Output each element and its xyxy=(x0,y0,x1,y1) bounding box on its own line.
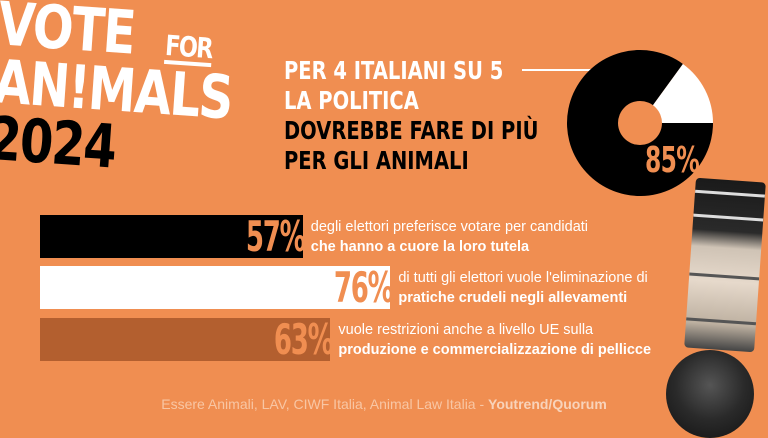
stat-description: vuole restrizioni anche a livello UE sul… xyxy=(338,320,651,360)
logo-year: 2024 xyxy=(0,103,118,183)
leader-line xyxy=(522,69,620,71)
stat-description-bold: produzione e commercializzazione di pell… xyxy=(338,342,652,358)
donut-chart xyxy=(567,49,713,197)
headline-line-3: DOVREBBE FARE DI PIÙ xyxy=(284,116,539,145)
donut-label: 85% xyxy=(645,140,700,181)
footer-sources-text: Essere Animali, LAV, CIWF Italia, Animal… xyxy=(161,396,489,412)
headline-line-1: PER 4 ITALIANI SU 5 xyxy=(284,56,504,85)
caged-hen-photo xyxy=(684,177,766,353)
stat-bar-0: 57% xyxy=(40,212,306,261)
donut-slice-1 xyxy=(640,63,713,123)
stat-bar-label: 63% xyxy=(273,315,334,364)
footer-credit: Youtrend/Quorum xyxy=(488,396,607,412)
stat-bar-1: 76% xyxy=(40,263,394,312)
stat-description-text: vuole restrizioni anche a livello UE sul… xyxy=(338,322,594,338)
stat-description: di tutti gli elettori vuole l'eliminazio… xyxy=(398,268,647,308)
stat-description-text: degli elettori preferisce votare per can… xyxy=(310,219,589,235)
stat-bar-label: 76% xyxy=(333,263,394,312)
footer-sources: Essere Animali, LAV, CIWF Italia, Animal… xyxy=(0,396,768,412)
stat-description-bold: che hanno a cuore la loro tutela xyxy=(310,239,530,255)
stat-description-bold: pratiche crudeli negli allevamenti xyxy=(398,290,628,306)
stat-description: degli elettori preferisce votare per can… xyxy=(311,217,588,257)
headline-line-4: PER GLI ANIMALI xyxy=(284,146,469,175)
donut-hole xyxy=(618,101,662,145)
headline-line-2: LA POLITICA xyxy=(284,86,419,115)
cage-photo-circle xyxy=(666,350,754,438)
stat-bar-2: 63% xyxy=(40,315,334,364)
headline: PER 4 ITALIANI SU 5 LA POLITICA DOVREBBE… xyxy=(284,56,538,176)
stat-bar-label: 57% xyxy=(246,212,306,261)
stat-description-text: di tutti gli elettori vuole l'eliminazio… xyxy=(398,270,648,286)
